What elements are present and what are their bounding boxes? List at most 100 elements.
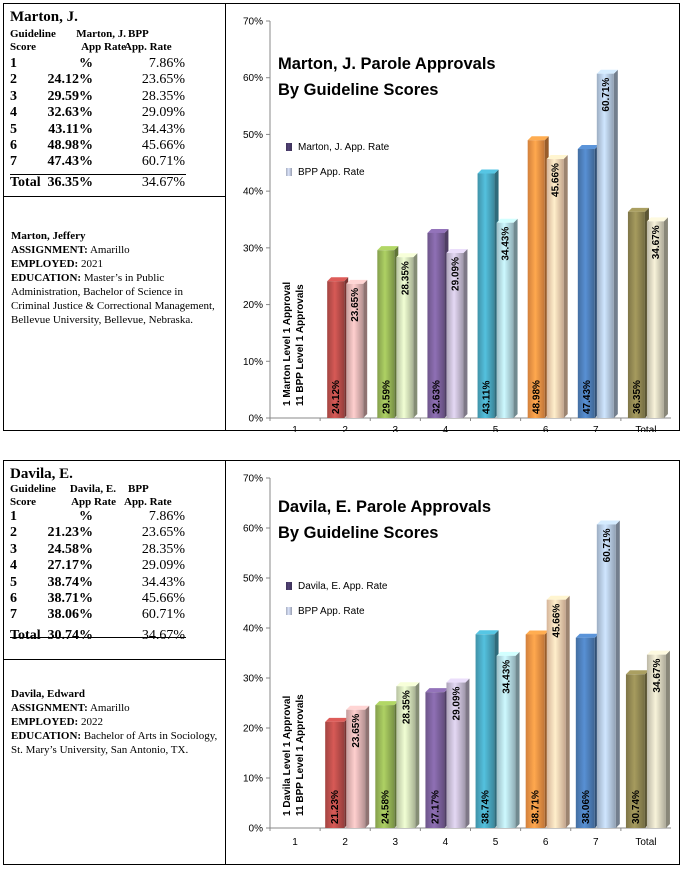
y-tick-label: 20%	[243, 300, 263, 311]
bar-front	[375, 705, 395, 828]
bpp-bar	[646, 650, 670, 828]
y-tick-label: 60%	[243, 524, 263, 535]
bar-front	[425, 692, 445, 828]
score-cell: 2	[10, 525, 17, 541]
bar-value-label: 30.74%	[631, 790, 642, 824]
bar-value-label: 28.35%	[400, 261, 411, 295]
officer-rate-cell: 32.63%	[47, 105, 94, 121]
legend-label: Marton, J. App. Rate	[298, 142, 390, 153]
bar-front	[625, 674, 645, 828]
table-row: 3 29.59% 28.35%	[10, 89, 188, 106]
assignment-label: ASSIGNMENT:	[11, 702, 88, 714]
bar-value-label: 29.09%	[451, 686, 462, 720]
bar-value-label: 32.63%	[431, 380, 442, 414]
assignment-value: Amarillo	[89, 702, 130, 714]
y-tick-label: 0%	[249, 824, 264, 835]
bar-front	[646, 654, 666, 828]
bpp-rate-cell: 28.35%	[141, 88, 185, 104]
bpp-rate-cell: 45.66%	[141, 591, 185, 606]
employed-value: 2021	[80, 258, 103, 270]
bar-value-label: 34.43%	[502, 660, 513, 694]
bar-front	[346, 283, 364, 418]
officer-rate-cell: 48.98%	[47, 138, 94, 153]
col-header-score: Guideline Score	[10, 28, 56, 53]
officer-rate-cell: 24.58%	[47, 541, 94, 557]
chart-title: Marton, J. Parole Approvals	[278, 55, 496, 73]
officer-bio: Marton, Jeffery ASSIGNMENT: Amarillo EMP…	[11, 229, 221, 327]
bar-top	[477, 169, 499, 174]
col-header-bpp-rate: BPP App. Rate	[124, 483, 172, 508]
bar-side	[463, 249, 468, 418]
bar-value-label: 21.23%	[330, 790, 341, 824]
education-value: Master’s in Public Administration, Bache…	[11, 272, 215, 326]
table-row: 1% 7.86%	[10, 509, 188, 526]
bpp-bar	[496, 218, 518, 418]
score-cell: 1	[10, 509, 17, 524]
bar-top	[496, 218, 518, 223]
y-tick-label: 10%	[243, 357, 263, 368]
bar-top	[446, 678, 470, 683]
bar-value-label: 34.67%	[651, 225, 662, 259]
bar-front	[325, 721, 345, 828]
bar-value-label: 38.74%	[481, 790, 492, 824]
officer-rate-cell: 30.74%	[47, 627, 94, 643]
bar-top	[325, 717, 349, 722]
bar-value-label: 60.71%	[602, 528, 613, 562]
officer-rate-cell: %	[79, 56, 93, 71]
score-cell: Total	[10, 174, 41, 190]
bar-front	[396, 257, 414, 418]
bar-side	[415, 682, 420, 828]
bar-side	[565, 595, 570, 828]
bar-front	[575, 637, 595, 828]
bar-top	[627, 207, 649, 212]
table-row: 4 27.17% 29.09%	[10, 558, 188, 575]
y-tick-label: 0%	[249, 414, 264, 425]
bar-top	[575, 633, 599, 638]
score-cell: 5	[10, 574, 17, 590]
bar-front	[377, 250, 395, 418]
x-tick-label: 7	[593, 837, 599, 848]
bar-front	[496, 222, 514, 418]
bar-value-label: 43.11%	[482, 381, 493, 414]
y-tick-label: 10%	[243, 774, 263, 785]
bar-side	[365, 705, 370, 828]
officer-rate-cell: 29.59%	[47, 88, 94, 104]
officer-rate-cell: 24.12%	[47, 72, 94, 88]
bpp-rate-cell: 7.86%	[148, 509, 185, 524]
employed-value: 2022	[80, 716, 103, 728]
bar-top	[546, 595, 570, 600]
bar-value-label: 36.35%	[632, 380, 643, 414]
x-tick-label: 7	[593, 425, 599, 432]
bar-front	[427, 232, 445, 418]
bpp-bar	[446, 678, 470, 828]
x-tick-label: 6	[543, 837, 549, 848]
bpp-rate-cell: 34.67%	[141, 627, 185, 643]
legend-swatch	[286, 143, 292, 151]
bpp-rate-cell: 23.65%	[141, 72, 185, 88]
table-row: 7 38.06% 60.71%	[10, 607, 188, 624]
bar-front	[327, 281, 345, 418]
y-tick-label: 30%	[243, 243, 263, 254]
bpp-rate-cell: 34.67%	[141, 174, 185, 190]
bar-front	[525, 634, 545, 828]
officer-rate-cell: 36.35%	[47, 174, 94, 190]
table-row: 5 38.74% 34.43%	[10, 575, 188, 592]
score-cell: 3	[10, 541, 17, 557]
table-row: 6 38.71% 45.66%	[10, 591, 188, 608]
bpp-bar	[346, 279, 368, 418]
bar-side	[613, 69, 618, 419]
x-tick-label: 2	[342, 425, 348, 432]
bar-value-label: 48.98%	[532, 380, 543, 414]
total-rule	[10, 637, 186, 638]
officer-name: Davila, Edward	[11, 688, 85, 700]
legend-label: BPP App. Rate	[298, 606, 365, 617]
assignment-label: ASSIGNMENT:	[11, 244, 88, 256]
bar-value-label: 24.58%	[380, 790, 391, 824]
officer-rate-cell: 38.06%	[47, 607, 94, 623]
table-total-row: Total 36.35% 34.67%	[10, 175, 188, 192]
table-row: 4 32.63% 29.09%	[10, 105, 188, 122]
employed-label: EMPLOYED:	[11, 258, 79, 270]
x-tick-label: 2	[342, 837, 348, 848]
bar-top	[375, 701, 399, 706]
assignment-value: Amarillo	[89, 244, 130, 256]
